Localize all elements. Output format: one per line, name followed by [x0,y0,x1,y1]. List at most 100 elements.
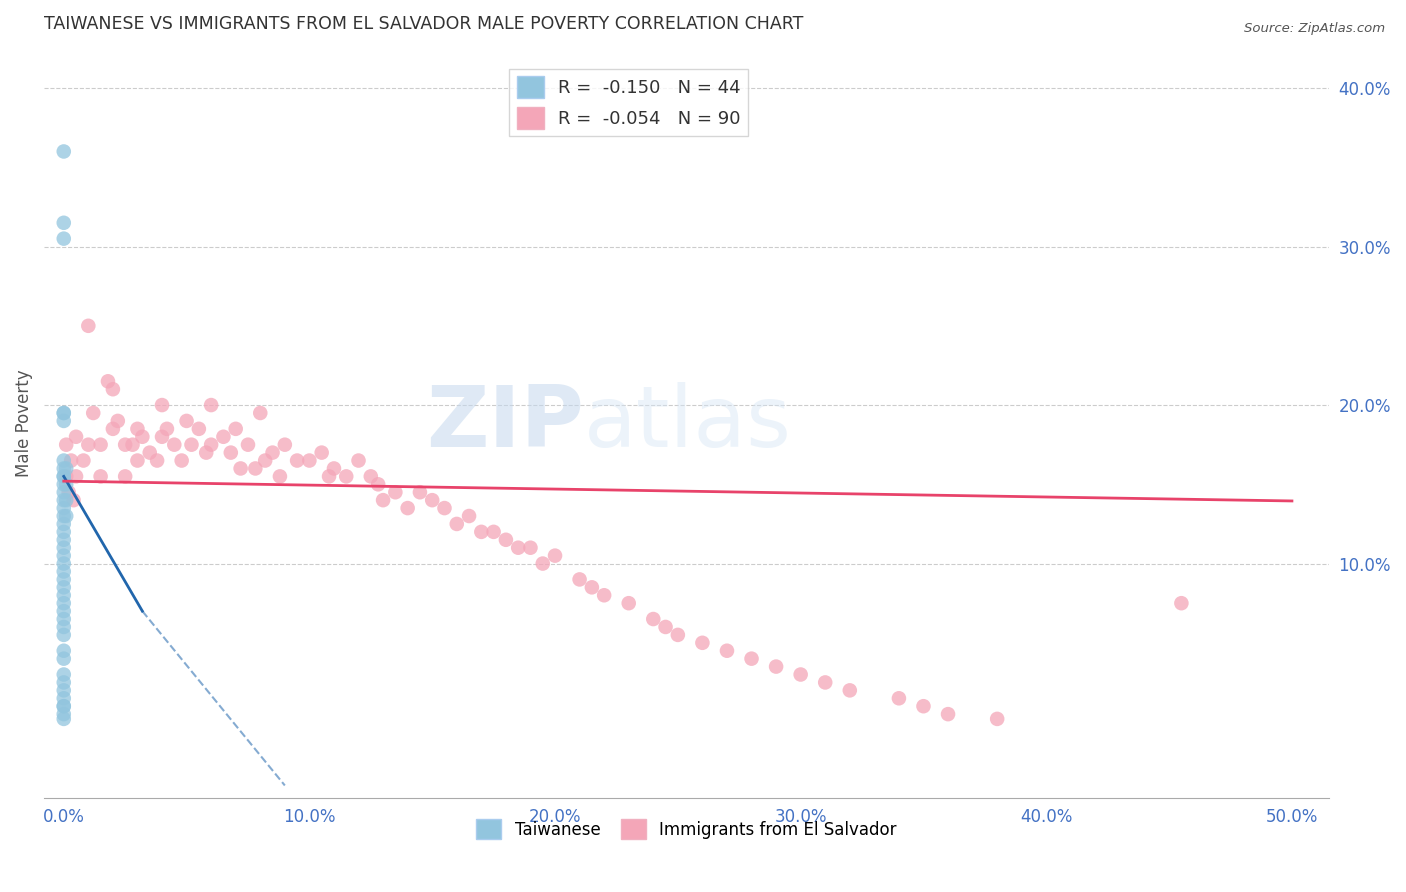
Point [150,430,173,444]
Point [77,318,100,333]
Point [55,469,77,483]
Point [643,612,665,626]
Point [58,485,80,500]
Point [52,145,75,159]
Point [396,501,419,516]
Point [335,469,357,483]
Point [254,453,277,467]
Point [519,541,541,555]
Point [495,533,517,547]
Point [72,453,94,467]
Point [617,596,640,610]
Point [52,469,75,483]
Point [323,461,346,475]
Point [52,216,75,230]
Point [52,565,75,579]
Point [654,620,676,634]
Point [318,469,340,483]
Point [52,232,75,246]
Point [936,707,959,722]
Point [285,453,308,467]
Text: Source: ZipAtlas.com: Source: ZipAtlas.com [1244,22,1385,36]
Point [52,628,75,642]
Point [470,524,492,539]
Point [262,445,284,459]
Point [127,422,149,436]
Point [52,541,75,555]
Point [101,422,124,436]
Point [692,636,714,650]
Point [65,430,87,444]
Point [52,604,75,618]
Point [52,588,75,602]
Text: ZIP: ZIP [426,382,583,465]
Legend: Taiwanese, Immigrants from El Salvador: Taiwanese, Immigrants from El Salvador [470,813,903,846]
Point [371,493,394,508]
Point [60,453,83,467]
Point [446,516,468,531]
Point [97,374,120,388]
Point [52,501,75,516]
Point [986,712,1008,726]
Point [200,398,222,412]
Point [814,675,837,690]
Point [274,438,297,452]
Point [593,588,616,602]
Point [52,485,75,500]
Point [52,477,75,491]
Point [666,628,689,642]
Point [127,453,149,467]
Point [544,549,567,563]
Point [52,644,75,658]
Point [52,493,75,508]
Point [52,469,75,483]
Text: atlas: atlas [583,382,792,465]
Point [249,406,271,420]
Point [62,493,84,508]
Point [121,438,143,452]
Point [52,414,75,428]
Point [55,438,77,452]
Point [114,438,136,452]
Point [52,712,75,726]
Point [146,453,169,467]
Point [52,516,75,531]
Point [716,644,738,658]
Point [789,667,811,681]
Point [52,406,75,420]
Point [52,549,75,563]
Point [107,414,129,428]
Point [298,453,321,467]
Point [131,430,153,444]
Point [114,469,136,483]
Point [531,557,554,571]
Point [101,382,124,396]
Point [156,422,179,436]
Point [77,438,100,452]
Point [187,422,209,436]
Point [52,691,75,706]
Point [482,524,505,539]
Point [200,438,222,452]
Point [52,683,75,698]
Point [180,438,202,452]
Point [163,438,186,452]
Point [741,651,763,665]
Point [52,557,75,571]
Point [360,469,382,483]
Point [367,477,389,491]
Point [225,422,247,436]
Point [52,533,75,547]
Point [765,659,787,673]
Point [55,477,77,491]
Point [384,485,406,500]
Point [236,438,259,452]
Point [52,406,75,420]
Point [420,493,443,508]
Point [52,651,75,665]
Point [65,469,87,483]
Point [52,620,75,634]
Point [90,438,112,452]
Point [838,683,860,698]
Point [55,493,77,508]
